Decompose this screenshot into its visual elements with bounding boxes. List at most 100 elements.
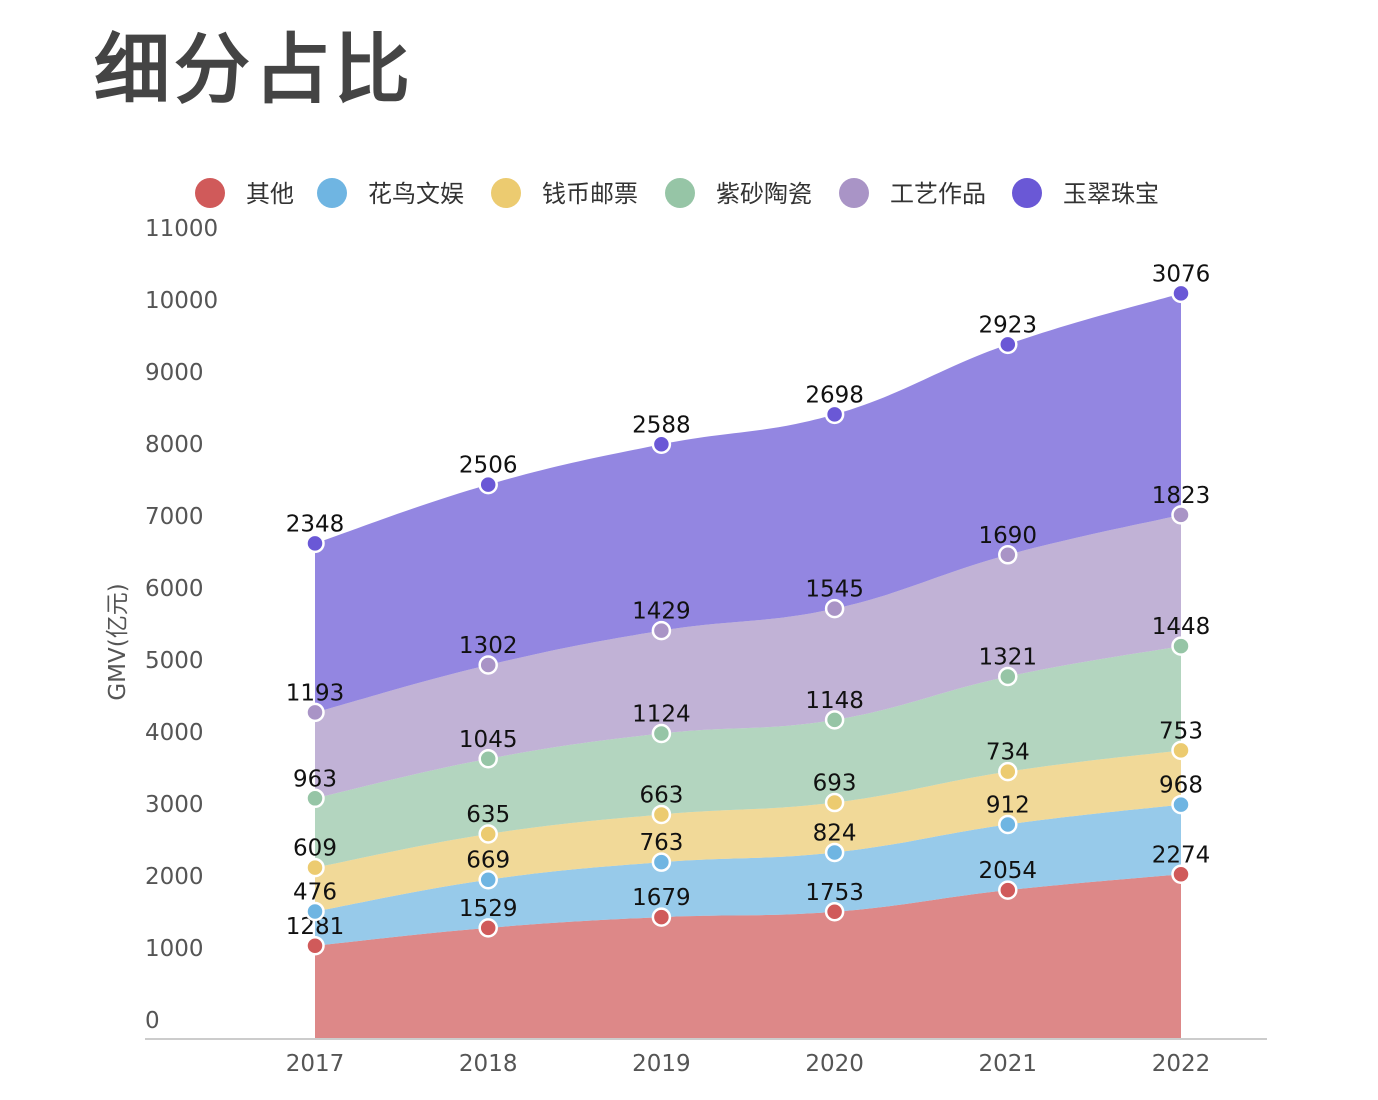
data-point (824, 902, 845, 922)
legend-marker-icon (1012, 178, 1042, 208)
y-tick-label: 6000 (145, 576, 204, 602)
area-其他 (315, 874, 1181, 1038)
data-label: 912 (986, 792, 1030, 818)
area-钱币邮票 (315, 750, 1181, 912)
data-point (651, 434, 672, 455)
legend-marker-icon (665, 178, 695, 208)
data-label: 824 (813, 820, 857, 846)
data-point (998, 666, 1018, 687)
x-tick-label: 2020 (805, 1051, 864, 1077)
data-point (651, 804, 672, 825)
x-tick-label: 2021 (979, 1051, 1038, 1077)
y-tick-label: 2000 (145, 864, 204, 890)
x-tick-label: 2017 (286, 1051, 345, 1077)
data-point (478, 918, 498, 938)
legend-item-工艺作品[interactable]: 工艺作品 (839, 178, 986, 208)
data-label: 2923 (979, 312, 1038, 338)
data-point (478, 869, 498, 890)
data-point (824, 710, 845, 730)
data-point (1171, 794, 1191, 815)
legend-marker-icon (317, 178, 347, 208)
data-point (998, 761, 1018, 782)
legend-label: 其他 (246, 180, 294, 208)
data-point (1171, 864, 1191, 885)
data-label: 1124 (632, 702, 691, 728)
data-point (1171, 636, 1191, 656)
data-label: 1321 (979, 644, 1038, 670)
data-label: 763 (639, 830, 683, 856)
data-label: 2506 (459, 453, 518, 479)
legend-label: 花鸟文娱 (368, 180, 464, 208)
legend-item-其他[interactable]: 其他 (195, 178, 294, 208)
area-工艺作品 (315, 514, 1181, 799)
data-label: 1429 (632, 599, 691, 625)
data-point (998, 880, 1018, 900)
data-point (824, 404, 845, 425)
data-label: 1545 (805, 577, 864, 603)
legend-item-花鸟文娱[interactable]: 花鸟文娱 (317, 178, 464, 208)
data-label: 1679 (632, 885, 691, 911)
data-point (478, 749, 498, 769)
data-label: 1690 (979, 523, 1038, 549)
data-label: 968 (1159, 773, 1203, 799)
y-axis-title: GMV(亿元) (105, 583, 131, 700)
data-label: 1302 (459, 633, 518, 659)
data-label: 2054 (979, 858, 1038, 884)
data-point (651, 907, 672, 927)
data-point (305, 788, 325, 809)
chart-title: 细分占比 (94, 25, 414, 114)
data-label: 1529 (459, 896, 518, 922)
data-point (305, 901, 325, 922)
y-tick-label: 4000 (145, 720, 204, 746)
data-label: 2588 (632, 412, 691, 438)
data-point (651, 620, 672, 641)
legend-marker-icon (491, 178, 521, 208)
legend-marker-icon (195, 178, 225, 208)
y-tick-label: 10000 (145, 288, 218, 314)
data-label: 635 (466, 802, 510, 828)
legend-label: 钱币邮票 (542, 180, 638, 208)
area-花鸟文娱 (315, 804, 1181, 946)
data-point (651, 723, 672, 744)
data-point (1171, 740, 1191, 761)
data-label: 753 (1159, 718, 1203, 744)
y-tick-label: 8000 (145, 432, 204, 458)
data-label: 2348 (286, 511, 345, 537)
legend-label: 工艺作品 (890, 180, 986, 208)
x-tick-label: 2018 (459, 1051, 518, 1077)
data-label: 1823 (1152, 483, 1211, 509)
data-point (305, 702, 325, 723)
data-label: 669 (466, 848, 510, 874)
data-point (305, 857, 325, 878)
data-point (478, 474, 498, 495)
data-label: 734 (986, 740, 1030, 766)
data-label: 693 (813, 771, 857, 797)
data-point (478, 655, 498, 675)
data-point (478, 824, 498, 844)
legend-label: 紫砂陶瓷 (716, 180, 812, 208)
y-tick-label: 11000 (145, 216, 218, 242)
legend-item-钱币邮票[interactable]: 钱币邮票 (491, 178, 638, 208)
x-tick-label: 2019 (632, 1051, 691, 1077)
data-label: 2698 (805, 382, 864, 408)
data-point (998, 545, 1018, 565)
legend-item-玉翠珠宝[interactable]: 玉翠珠宝 (1012, 178, 1159, 208)
data-point (824, 792, 845, 813)
data-label: 1448 (1152, 614, 1211, 640)
data-point (1171, 505, 1191, 525)
data-point (824, 842, 845, 863)
y-tick-label: 5000 (145, 648, 204, 674)
data-point (998, 814, 1018, 835)
data-point (998, 334, 1018, 355)
data-label: 1148 (805, 688, 864, 714)
legend-item-紫砂陶瓷[interactable]: 紫砂陶瓷 (665, 178, 812, 208)
data-label: 663 (639, 782, 683, 808)
data-point (1171, 283, 1191, 304)
data-label: 1753 (805, 880, 864, 906)
data-point (651, 852, 672, 872)
y-tick-label: 1000 (145, 936, 204, 962)
data-point (824, 598, 845, 619)
data-label: 1045 (459, 727, 518, 753)
y-tick-label: 9000 (145, 360, 204, 386)
data-label: 963 (293, 766, 337, 792)
